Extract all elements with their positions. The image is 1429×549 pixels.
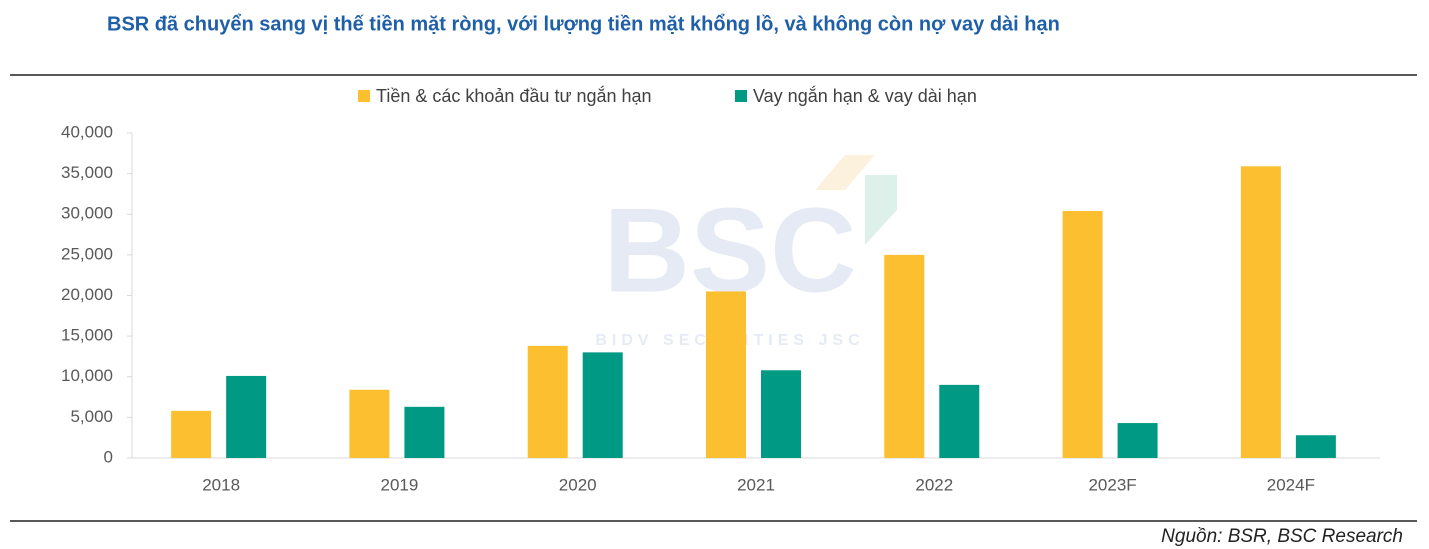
x-tick-label: 2018 (202, 475, 240, 494)
legend-swatch (358, 90, 370, 102)
y-tick-label: 15,000 (61, 326, 113, 345)
bar (706, 291, 746, 458)
bar (1295, 435, 1336, 458)
bar (349, 389, 390, 458)
y-tick-label: 10,000 (61, 366, 113, 385)
x-tick-label: 2021 (737, 475, 775, 494)
x-tick-label: 2020 (559, 475, 597, 494)
y-tick-label: 30,000 (61, 204, 113, 223)
logo-shape (865, 175, 897, 245)
legend-label: Tiền & các khoản đầu tư ngắn hạn (376, 85, 652, 106)
chart-title: BSR đã chuyển sang vị thế tiền mặt ròng,… (107, 13, 1060, 35)
bar (404, 406, 445, 458)
bar (939, 384, 980, 458)
x-tick-label: 2024F (1267, 475, 1315, 494)
y-tick-label: 5,000 (70, 407, 113, 426)
x-tick-label: 2023F (1088, 475, 1136, 494)
x-tick-label: 2022 (915, 475, 953, 494)
bar (1062, 211, 1103, 458)
logo-shape (815, 155, 875, 190)
y-tick-label: 0 (104, 447, 113, 466)
y-tick-label: 20,000 (61, 285, 113, 304)
bar (761, 370, 801, 458)
legend-swatch (735, 90, 747, 102)
bar (884, 254, 925, 458)
legend-label: Vay ngắn hạn & vay dài hạn (753, 85, 977, 106)
bar (527, 345, 568, 458)
source-note: Nguồn: BSR, BSC Research (1161, 526, 1403, 547)
bar (171, 410, 212, 458)
y-tick-label: 35,000 (61, 163, 113, 182)
bar (1117, 423, 1158, 458)
y-tick-label: 40,000 (61, 122, 113, 141)
bar (1240, 166, 1281, 458)
bar (582, 352, 623, 458)
bar (226, 375, 267, 458)
watermark: BSC BIDV SECURITIES JSC (595, 155, 897, 349)
y-tick-label: 25,000 (61, 244, 113, 263)
x-tick-label: 2019 (381, 475, 419, 494)
